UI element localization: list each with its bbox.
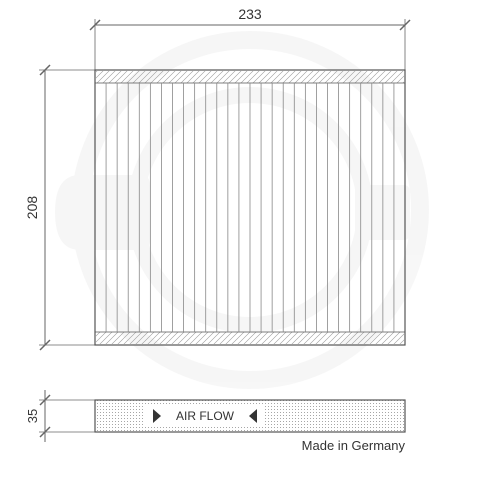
dim-thickness-label: 35: [25, 409, 40, 423]
dim-width-label: 233: [238, 6, 262, 22]
airflow-label: AIR FLOW: [176, 409, 235, 423]
origin-label: Made in Germany: [302, 438, 406, 453]
dim-height-label: 208: [24, 196, 40, 220]
technical-drawing: 233 208 AIR FLOW 35 Made in Germany: [0, 0, 500, 500]
